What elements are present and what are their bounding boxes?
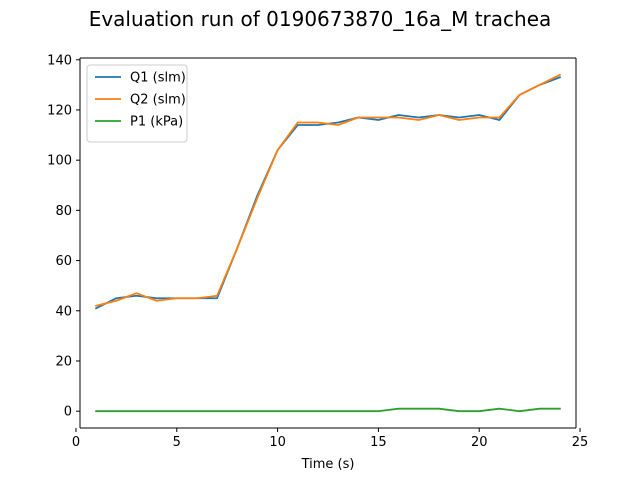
y-tick-label: 20 <box>55 354 72 369</box>
y-tick-label: 100 <box>47 154 72 169</box>
axes-layer: 0 5 10 15 20 25 0 20 40 60 80 100 120 140 <box>47 53 588 450</box>
x-axis-label: Time (s) <box>301 457 355 472</box>
x-tick-label: 10 <box>269 435 286 450</box>
x-tick-label: 25 <box>572 435 589 450</box>
legend-label: P1 (kPa) <box>130 115 183 130</box>
y-tick-label: 120 <box>47 103 72 118</box>
y-tick-label: 0 <box>64 405 72 420</box>
legend-label: Q1 (slm) <box>130 71 186 86</box>
series-layer <box>94 73 562 413</box>
y-tick-label: 60 <box>55 254 72 269</box>
y-tick-label: 40 <box>55 304 72 319</box>
x-tick-label: 20 <box>471 435 488 450</box>
x-tick-label: 0 <box>72 435 80 450</box>
y-tick-label: 140 <box>47 53 72 68</box>
x-tick-label: 15 <box>370 435 387 450</box>
legend-label: Q2 (slm) <box>130 93 186 108</box>
series-line-3 <box>95 407 561 413</box>
chart-title: Evaluation run of 0190673870_16a_M trach… <box>89 7 552 31</box>
legend: Q1 (slm) Q2 (slm) P1 (kPa) <box>86 64 188 143</box>
x-tick-label: 5 <box>173 435 181 450</box>
series-line-2 <box>95 73 562 307</box>
y-tick-label: 80 <box>55 204 72 219</box>
legend-box <box>86 64 188 143</box>
